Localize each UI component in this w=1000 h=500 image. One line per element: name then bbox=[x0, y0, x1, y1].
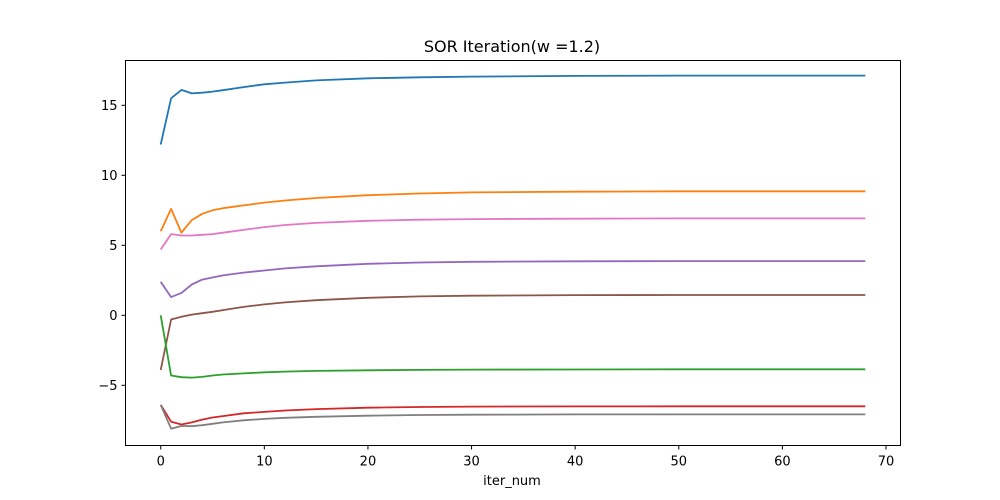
x-axis-label: iter_num bbox=[483, 474, 541, 489]
plot-frame bbox=[125, 60, 901, 446]
series-line-1 bbox=[159, 74, 866, 145]
x-axis-ticks: 0 10 20 30 40 50 60 70 bbox=[157, 445, 895, 470]
x-tick-label: 30 bbox=[463, 455, 480, 470]
series-line-8 bbox=[159, 404, 866, 430]
series-line-4 bbox=[159, 260, 866, 298]
series-line-2 bbox=[159, 190, 866, 234]
series-line-3 bbox=[159, 217, 866, 251]
x-tick-label: 20 bbox=[360, 455, 377, 470]
y-tick-label: −5 bbox=[98, 379, 117, 394]
x-tick-label: 10 bbox=[256, 455, 273, 470]
y-tick-label: 5 bbox=[109, 239, 117, 254]
series-line-7 bbox=[159, 404, 866, 426]
series-layer bbox=[159, 74, 866, 430]
x-tick-label: 70 bbox=[878, 455, 895, 470]
x-tick-label: 40 bbox=[567, 455, 584, 470]
series-line-6 bbox=[159, 315, 866, 379]
y-tick-label: 15 bbox=[101, 99, 118, 114]
x-tick-label: 60 bbox=[774, 455, 791, 470]
chart-title: SOR Iteration(w =1.2) bbox=[424, 37, 600, 56]
y-tick-label: 10 bbox=[101, 169, 118, 184]
y-tick-label: 0 bbox=[109, 309, 117, 324]
y-axis-ticks: −5 0 5 10 15 bbox=[98, 99, 126, 394]
x-tick-label: 0 bbox=[157, 455, 165, 470]
series-line-5 bbox=[159, 294, 866, 371]
x-tick-label: 50 bbox=[671, 455, 688, 470]
